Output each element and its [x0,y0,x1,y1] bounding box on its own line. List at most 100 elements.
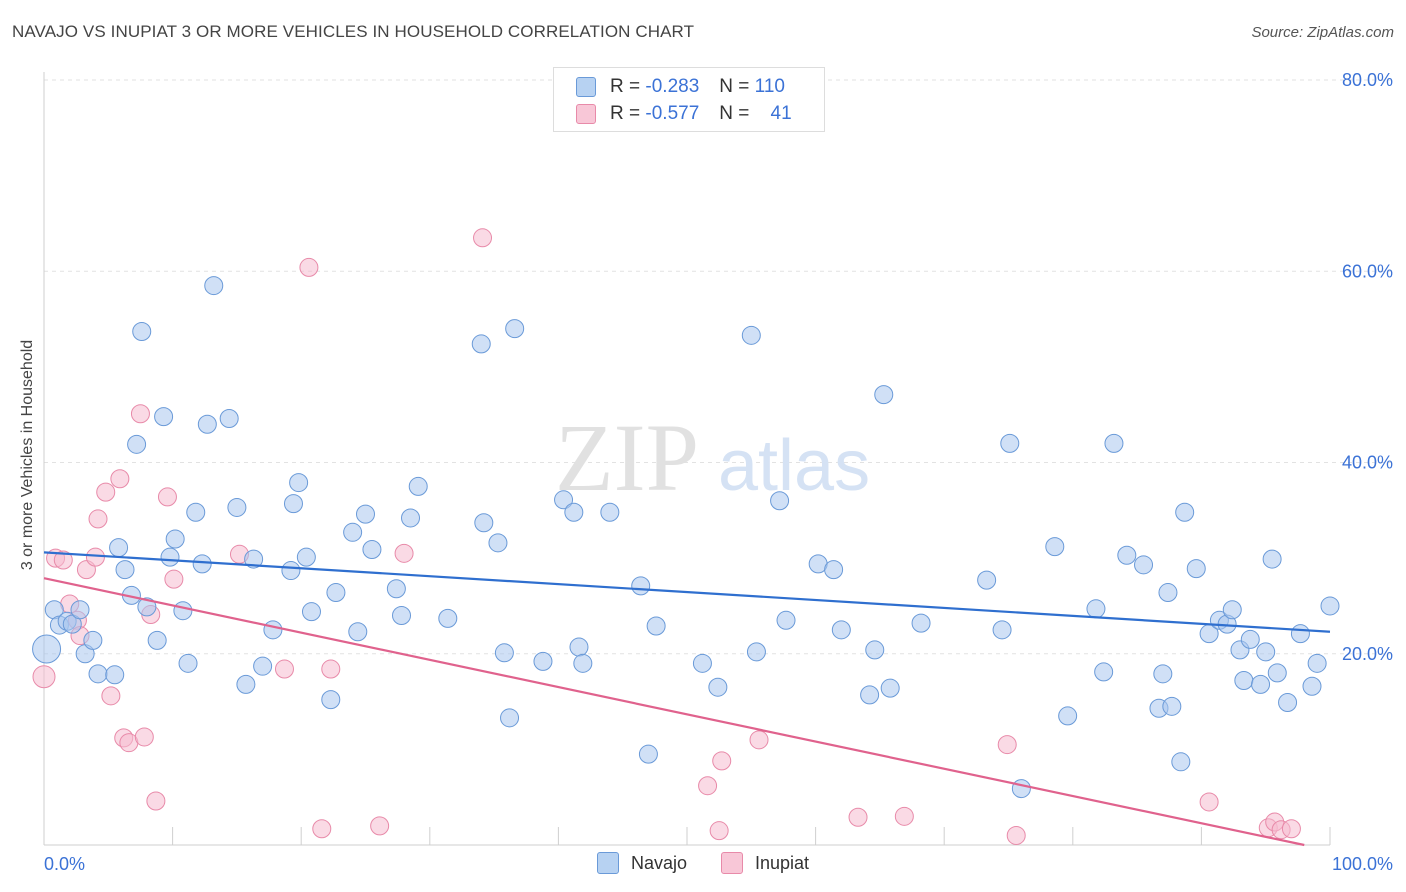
inupiat-points [32,228,1301,845]
navajo-point-63 [692,653,712,673]
navajo-point-29 [244,549,264,569]
navajo-point-94 [1186,559,1206,579]
navajo-point-43 [386,579,406,599]
navajo-point-71 [831,620,851,640]
navajo-point-104 [1262,549,1282,569]
inupiat-point-8 [88,509,108,529]
navajo-point-110 [1320,596,1340,616]
navajo-point-53 [505,319,525,339]
navajo-point-81 [1045,537,1065,557]
navajo-point-37 [321,690,341,710]
navajo-point-109 [1307,653,1327,673]
inupiat-legend-label: Inupiat [754,852,810,873]
navajo-n-value: 110 [754,76,785,97]
x-axis-ticks [172,827,1331,845]
navajo-point-87 [1134,555,1154,575]
inupiat-point-7 [85,547,105,567]
inupiat-point-0 [32,665,56,689]
inupiat-swatch [576,104,596,124]
navajo-point-31 [263,620,283,640]
navajo-point-57 [569,637,589,657]
inupiat-point-19 [164,569,184,589]
navajo-point-83 [1086,599,1106,619]
navajo-point-30 [253,656,273,676]
inupiat-point-31 [749,730,769,750]
navajo-point-77 [977,570,997,590]
inupiat-point-32 [848,807,868,827]
navajo-point-47 [438,608,458,628]
navajo-point-107 [1290,624,1310,644]
inupiat-point-23 [312,819,332,839]
inupiat-n-label: N = [719,103,750,124]
y-tick-label-0: 20.0% [1342,644,1393,664]
inupiat-point-24 [321,659,341,679]
navajo-point-23 [192,554,212,574]
navajo-point-19 [165,529,185,549]
navajo-point-108 [1302,676,1322,696]
navajo-point-56 [564,502,584,522]
navajo-point-58 [573,653,593,673]
navajo-point-33 [283,494,303,514]
navajo-point-92 [1171,752,1191,772]
inupiat-legend-swatch [720,852,743,874]
inupiat-point-27 [473,228,493,248]
inupiat-point-29 [709,821,729,841]
navajo-point-13 [127,434,147,454]
navajo-point-21 [178,653,198,673]
inupiat-point-22 [299,257,319,277]
inupiat-n-value: 41 [770,103,792,124]
inupiat-point-10 [101,686,121,706]
inupiat-r-value: -0.577 [645,103,700,124]
navajo-point-62 [646,616,666,636]
navajo-point-101 [1240,629,1260,649]
navajo-point-40 [348,622,368,642]
navajo-point-67 [770,491,790,511]
navajo-point-55 [554,490,574,510]
navajo-point-27 [227,497,247,517]
navajo-point-11 [115,560,135,580]
navajo-point-64 [708,677,728,697]
inupiat-point-11 [110,469,130,489]
inupiat-point-2 [53,550,73,570]
navajo-point-89 [1153,664,1173,684]
y-tick-labels: 20.0% 40.0% 60.0% 80.0% [1342,70,1393,664]
x-tick-labels: 0.0% 100.0% [44,854,1393,874]
y-tick-label-1: 40.0% [1342,453,1393,473]
correlation-legend: R = -0.283 N = 110 R = -0.577 N = 41 [553,67,825,132]
navajo-point-66 [746,642,766,662]
navajo-point-79 [1000,433,1020,453]
navajo-point-73 [865,640,885,660]
navajo-point-93 [1175,502,1195,522]
navajo-point-45 [401,508,421,528]
chart-title: NAVAJO VS INUPIAT 3 OR MORE VEHICLES IN … [12,22,695,41]
x-tick-label-1: 100.0% [1332,854,1393,874]
navajo-point-0 [32,634,62,664]
navajo-point-28 [236,674,256,694]
navajo-point-90 [1158,583,1178,603]
navajo-point-85 [1104,433,1124,453]
navajo-r-label: R = [610,76,641,97]
navajo-point-35 [296,547,316,567]
navajo-point-36 [301,602,321,622]
navajo-point-74 [874,385,894,405]
y-tick-label-2: 60.0% [1342,261,1393,281]
inupiat-point-14 [130,404,150,424]
navajo-point-86 [1117,545,1137,565]
inupiat-point-40 [1281,819,1301,839]
navajo-legend-label: Navajo [630,852,687,873]
navajo-point-16 [147,630,167,650]
navajo-point-76 [911,613,931,633]
grid-lines [44,79,1392,655]
legend-row-inupiat: R = -0.577 N = 41 [576,101,792,127]
navajo-point-42 [362,540,382,560]
navajo-point-34 [289,473,309,493]
legend-row-navajo: R = -0.283 N = 110 [576,74,785,100]
navajo-n-label: N = [719,76,750,97]
navajo-point-22 [186,502,206,522]
navajo-point-25 [204,276,224,296]
navajo-point-65 [741,325,761,345]
navajo-point-52 [500,708,520,728]
navajo-point-32 [281,561,301,581]
inupiat-point-33 [894,806,914,826]
